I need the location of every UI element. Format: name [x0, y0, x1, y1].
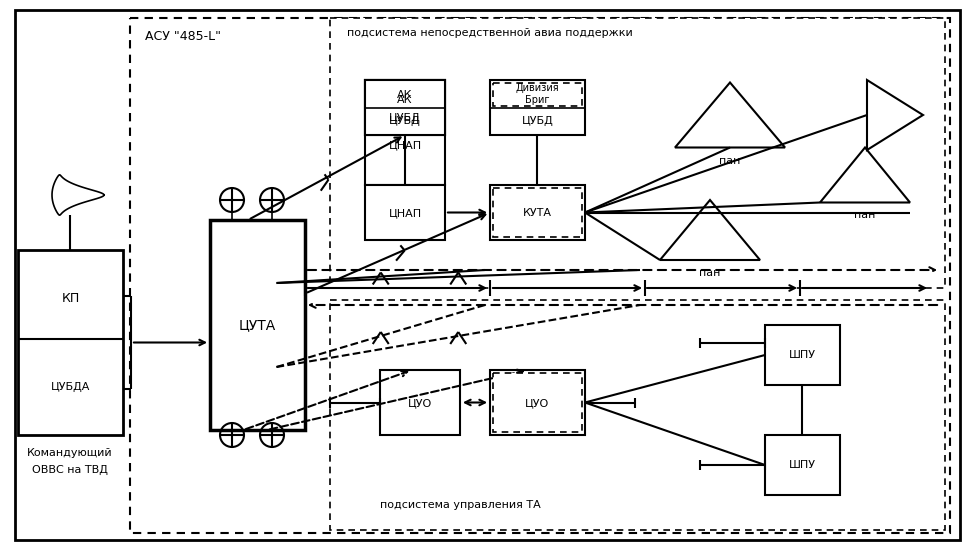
Text: АК: АК [397, 90, 413, 100]
Text: ЦУБД: ЦУБД [521, 116, 553, 126]
Text: ЦУТА: ЦУТА [238, 318, 275, 332]
Bar [490, 80, 585, 135]
Bar [493, 188, 582, 237]
Bar [493, 83, 582, 105]
Text: АК: АК [397, 95, 413, 105]
Text: КП: КП [61, 291, 79, 305]
Bar [493, 373, 582, 432]
Bar [330, 18, 945, 288]
Bar [365, 80, 445, 135]
Text: КУТА: КУТА [522, 208, 551, 218]
Bar [765, 325, 840, 385]
Text: Дивизия
Бриг: Дивизия Бриг [516, 83, 559, 105]
Text: ШПУ: ШПУ [789, 350, 816, 360]
Text: ЦНАП: ЦНАП [389, 208, 422, 218]
Bar [210, 220, 305, 430]
Text: ЦНАП: ЦНАП [389, 140, 422, 150]
Text: ЦУБДА: ЦУБДА [50, 382, 90, 392]
Bar [490, 185, 585, 240]
Text: пан: пан [855, 211, 876, 220]
Text: ЦУО: ЦУО [408, 398, 432, 408]
Bar [365, 185, 445, 240]
Text: ОВВС на ТВД: ОВВС на ТВД [32, 465, 108, 475]
Bar [130, 18, 950, 533]
Text: ЦУБД: ЦУБД [390, 116, 421, 126]
Bar [365, 80, 445, 135]
Bar [330, 300, 945, 530]
Text: АСУ "485-L": АСУ "485-L" [145, 30, 221, 43]
Bar [365, 80, 445, 185]
Text: пан: пан [719, 156, 740, 166]
Text: подсистема непосредственной авиа поддержки: подсистема непосредственной авиа поддерж… [347, 28, 633, 38]
Bar [18, 250, 123, 435]
Text: ШПУ: ШПУ [789, 460, 816, 470]
Bar [765, 435, 840, 495]
Bar [380, 370, 460, 435]
Text: Командующий: Командующий [27, 448, 112, 458]
Text: ЦУБД: ЦУБД [390, 113, 421, 123]
Text: подсистема управления ТА: подсистема управления ТА [380, 500, 541, 510]
Text: пан: пан [700, 268, 721, 278]
Bar [490, 370, 585, 435]
Text: ЦУО: ЦУО [525, 398, 549, 408]
